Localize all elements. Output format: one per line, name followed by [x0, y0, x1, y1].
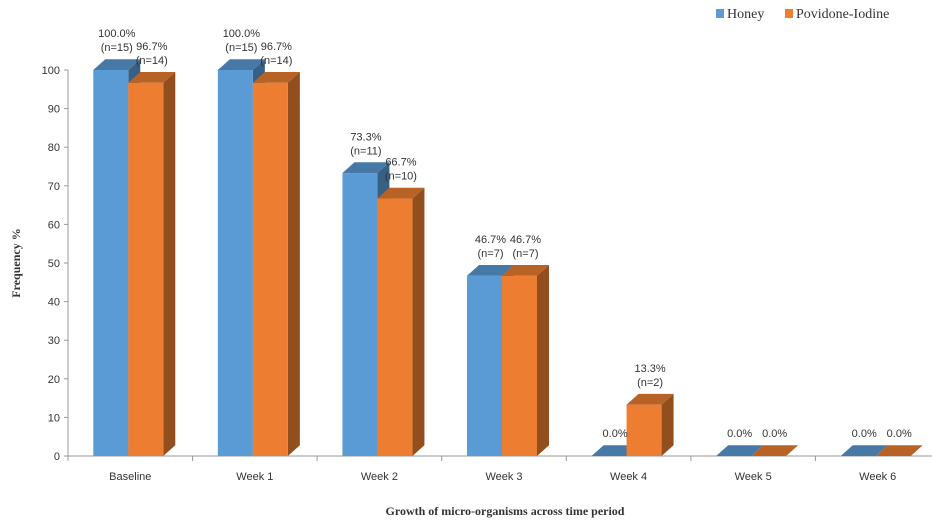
- bar-side: [537, 264, 549, 456]
- bar-top: [342, 162, 390, 174]
- y-tick-label: 30: [48, 335, 60, 347]
- bar-top: [716, 445, 764, 456]
- data-label: (n=7): [478, 248, 504, 260]
- bar-side: [412, 187, 425, 456]
- legend-swatch: [716, 9, 724, 18]
- data-label: 13.3%: [634, 363, 665, 375]
- bar-top: [626, 393, 674, 405]
- legend-item-honey[interactable]: Honey: [716, 7, 764, 22]
- x-tick-label: Week 4: [610, 471, 647, 483]
- data-label: 0.0%: [762, 428, 787, 440]
- bar-side: [287, 71, 300, 457]
- bar-povidone-iodine: [751, 445, 799, 456]
- bar-povidone-iodine: [377, 187, 425, 456]
- data-label: 0.0%: [887, 428, 912, 440]
- legend-label: Povidone-Iodine: [796, 7, 889, 22]
- bar-top: [467, 264, 514, 276]
- x-tick-label: Week 3: [485, 471, 522, 483]
- data-label: (n=7): [513, 248, 539, 260]
- bar-top: [502, 264, 549, 276]
- bar-front: [502, 275, 537, 456]
- bar-top: [377, 187, 425, 199]
- y-tick-label: 40: [48, 297, 60, 309]
- bar-front: [342, 173, 378, 456]
- bar-front: [626, 404, 662, 456]
- bar-top: [217, 59, 265, 70]
- data-label: 96.7%: [261, 41, 292, 53]
- data-label: (n=2): [637, 377, 663, 389]
- axes: 0 10 20 30 40 50 60 70 80 90 100 Baseline Week 1 Week…: [42, 65, 932, 483]
- y-tick-label: 0: [54, 451, 60, 463]
- x-tick-label: Week 1: [236, 471, 273, 483]
- data-label: 100.0%: [223, 28, 261, 40]
- bar-povidone-iodine: [502, 264, 549, 456]
- data-label: (n=15): [225, 42, 257, 54]
- legend-label: Honey: [727, 7, 764, 22]
- bar-front: [377, 198, 413, 456]
- x-tick-label: Week 2: [361, 471, 398, 483]
- bar-front: [93, 70, 129, 456]
- x-tick-label: Week 5: [735, 471, 772, 483]
- data-label: (n=14): [136, 55, 168, 67]
- data-label: 46.7%: [510, 234, 541, 246]
- bar-front: [217, 70, 253, 456]
- data-label: 66.7%: [385, 157, 416, 169]
- data-label: (n=10): [385, 171, 417, 183]
- x-tick-label: Baseline: [109, 471, 151, 483]
- bar-side: [163, 71, 176, 457]
- bar-povidone-iodine: [875, 445, 923, 456]
- y-tick-label: 50: [48, 258, 60, 270]
- legend-swatch: [785, 9, 793, 18]
- bar-front: [467, 275, 502, 456]
- data-label: 100.0%: [98, 28, 136, 40]
- x-tick-label: Week 6: [859, 471, 896, 483]
- y-tick-label: 100: [42, 65, 60, 77]
- bar-honey: [716, 445, 764, 456]
- bar-povidone-iodine: [252, 71, 300, 457]
- x-axis-title: Growth of micro-organisms across time pe…: [386, 504, 625, 518]
- y-tick-label: 70: [48, 181, 60, 193]
- legend-item-povidone-iodine[interactable]: Povidone-Iodine: [785, 7, 889, 22]
- y-axis-title-group: Frequency %: [9, 228, 23, 297]
- bar-top: [875, 445, 923, 456]
- bar-front: [128, 82, 164, 456]
- data-label: (n=14): [260, 55, 292, 67]
- y-tick-label: 60: [48, 219, 60, 231]
- data-label: 96.7%: [136, 41, 167, 53]
- bar-top: [252, 71, 300, 83]
- legend[interactable]: Honey Povidone-Iodine: [716, 7, 889, 22]
- bar-top: [751, 445, 799, 456]
- data-label: (n=15): [101, 42, 133, 54]
- y-axis-title: Frequency %: [9, 228, 23, 297]
- bar-front: [252, 82, 288, 456]
- bar-povidone-iodine: [128, 71, 176, 457]
- data-label: 0.0%: [603, 428, 628, 440]
- bar-honey: [840, 445, 888, 456]
- data-label: 0.0%: [852, 428, 877, 440]
- bar-top: [128, 71, 176, 83]
- data-label: (n=11): [350, 145, 381, 157]
- data-label: 46.7%: [475, 234, 506, 246]
- data-label: 0.0%: [727, 428, 752, 440]
- data-labels: 100.0% (n=15) 100.0% (n=15) 73.3% (n=11) 46.7%…: [98, 28, 912, 440]
- bar-top: [93, 59, 141, 70]
- y-tick-label: 90: [48, 104, 60, 116]
- bar-side: [661, 393, 674, 456]
- bar-top: [840, 445, 888, 456]
- bars: [93, 59, 923, 457]
- data-label: 73.3%: [350, 131, 381, 143]
- y-tick-label: 10: [48, 412, 60, 424]
- y-tick-label: 20: [48, 374, 60, 386]
- bar-povidone-iodine: [626, 393, 674, 456]
- y-tick-label: 80: [48, 142, 60, 154]
